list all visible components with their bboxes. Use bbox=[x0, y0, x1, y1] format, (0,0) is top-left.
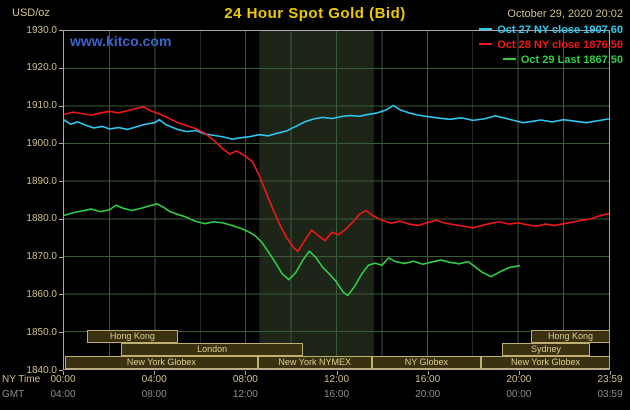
chart-title: 24 Hour Spot Gold (Bid) bbox=[224, 5, 406, 22]
x-axis-ny-tick-label: 12:00 bbox=[323, 374, 350, 385]
x-axis-tick-mark bbox=[518, 371, 520, 375]
y-axis-tick-label: 1920.0 bbox=[26, 62, 57, 74]
series-line-oct29 bbox=[64, 202, 521, 297]
x-axis-gmt-tick-label: 16:00 bbox=[323, 389, 350, 400]
series-line-oct28 bbox=[64, 106, 609, 253]
y-axis-tick-label: 1850.0 bbox=[26, 326, 57, 338]
x-axis-ny-tick-label: 23:59 bbox=[597, 374, 623, 385]
kitco-website-link[interactable]: www.kitco.com bbox=[70, 33, 172, 49]
y-axis-tick-mark bbox=[59, 294, 63, 296]
x-axis-tick-mark bbox=[610, 371, 611, 375]
plot-area: Hong Kong Hong Kong London Sydney New York G… bbox=[63, 30, 610, 370]
y-axis-tick-label: 1880.0 bbox=[26, 213, 57, 225]
legend-marker-icon bbox=[479, 28, 493, 30]
y-axis-tick-mark bbox=[59, 67, 63, 69]
x-axis-gmt-tick-label: 20:00 bbox=[415, 389, 441, 400]
y-axis-tick-label: 1900.0 bbox=[26, 137, 57, 149]
x-axis-ny-tick-label: 08:00 bbox=[232, 374, 258, 385]
x-axis-tick-mark bbox=[427, 371, 429, 375]
x-axis-tick-mark bbox=[154, 371, 156, 375]
y-axis-units-label: USD/oz bbox=[12, 7, 50, 19]
x-axis-tick-mark bbox=[336, 371, 338, 375]
y-axis-tick-mark bbox=[59, 105, 63, 107]
y-axis-tick-mark bbox=[59, 143, 63, 145]
session-box-london: London bbox=[120, 343, 304, 356]
y-axis-tick-label: 1860.0 bbox=[26, 288, 57, 300]
y-axis-tick-label: 1870.0 bbox=[26, 251, 57, 263]
nymex-session-band bbox=[259, 31, 374, 369]
y-axis-tick-mark bbox=[59, 370, 63, 371]
legend-item-oct29: Oct 29 Last 1867.50 bbox=[479, 54, 623, 69]
series-line-oct27 bbox=[64, 104, 609, 140]
session-box-hong-kong: Hong Kong bbox=[531, 330, 609, 343]
y-axis-tick-mark bbox=[59, 332, 63, 334]
legend-label: Oct 28 NY close 1876.50 bbox=[497, 39, 623, 51]
session-box-new-york-globex: New York Globex bbox=[481, 356, 609, 369]
plot-svg bbox=[64, 31, 609, 369]
x-axis-ny-tick-label: 16:00 bbox=[415, 374, 441, 385]
session-box-sydney: Sydney bbox=[501, 343, 591, 356]
legend-marker-icon bbox=[502, 58, 516, 60]
gmt-row-label: GMT bbox=[2, 389, 25, 400]
y-axis-tick-mark bbox=[59, 218, 63, 220]
y-axis-tick-label: 1910.0 bbox=[26, 100, 57, 112]
x-axis-ny-tick-label: 04:00 bbox=[141, 374, 167, 385]
legend: Oct 27 NY close 1907.60 Oct 28 NY close 1… bbox=[479, 24, 623, 69]
session-box-ny-globex: NY Globex bbox=[371, 356, 482, 369]
x-axis-gmt-tick-label: 00:00 bbox=[506, 389, 532, 400]
y-axis-tick-mark bbox=[59, 181, 63, 183]
x-axis-tick-mark bbox=[63, 371, 64, 375]
x-axis-tick-mark bbox=[245, 371, 247, 375]
session-box-hong-kong: Hong Kong bbox=[86, 330, 178, 343]
x-axis-ny-tick-label: 20:00 bbox=[506, 374, 532, 385]
y-axis-tick-label: 1890.0 bbox=[26, 175, 57, 187]
y-axis-tick-mark bbox=[59, 30, 63, 31]
x-axis-gmt-tick-label: 12:00 bbox=[232, 389, 258, 400]
ny-time-row-label: NY Time bbox=[2, 374, 41, 385]
x-axis-ny-tick-label: 00:00 bbox=[50, 374, 76, 385]
legend-marker-icon bbox=[479, 43, 493, 45]
y-axis-tick-mark bbox=[59, 256, 63, 258]
legend-label: Oct 29 Last 1867.50 bbox=[520, 54, 623, 66]
session-box-new-york-globex: New York Globex bbox=[65, 356, 258, 369]
x-axis-gmt-tick-label: 04:00 bbox=[50, 389, 76, 400]
chart-datetime: October 29, 2020 20:02 bbox=[507, 8, 623, 20]
legend-item-oct28: Oct 28 NY close 1876.50 bbox=[479, 39, 623, 54]
y-axis-tick-label: 1930.0 bbox=[26, 24, 57, 36]
legend-label: Oct 27 NY close 1907.60 bbox=[497, 24, 623, 36]
session-box-new-york-nymex: New York NYMEX bbox=[257, 356, 372, 369]
y-axis-tick-label: 1840.0 bbox=[26, 364, 57, 376]
x-axis-gmt-tick-label: 03:59 bbox=[597, 389, 623, 400]
legend-item-oct27: Oct 27 NY close 1907.60 bbox=[479, 24, 623, 39]
x-axis-gmt-tick-label: 08:00 bbox=[141, 389, 167, 400]
